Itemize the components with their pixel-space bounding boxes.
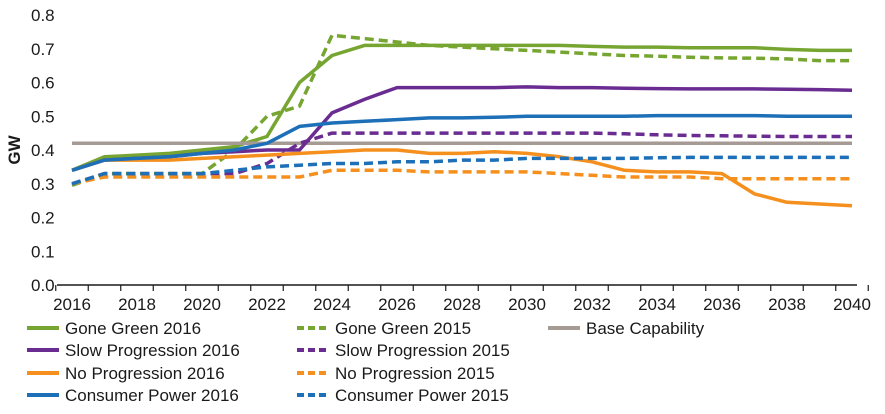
legend-label: Consumer Power 2015 xyxy=(335,386,509,405)
y-axis-title: GW xyxy=(5,134,24,164)
legend-item-consumer-power-2016: Consumer Power 2016 xyxy=(27,386,239,405)
x-tick-label: 2034 xyxy=(638,295,676,314)
legend-item-gone-green-2016: Gone Green 2016 xyxy=(27,319,201,338)
legend-label: Slow Progression 2015 xyxy=(335,341,510,360)
series-line-no-progression-2016 xyxy=(71,148,853,208)
legend-item-slow-progression-2016: Slow Progression 2016 xyxy=(27,341,240,360)
x-tick-label: 2028 xyxy=(443,295,481,314)
y-axis: 0.0 0.1 0.2 0.3 0.4 0.5 0.6 0.7 0.8 xyxy=(31,6,55,295)
x-tick-label: 2036 xyxy=(703,295,741,314)
x-tick-label: 2026 xyxy=(378,295,416,314)
x-tick-label: 2040 xyxy=(833,295,871,314)
y-tick-label: 0.0 xyxy=(31,276,55,295)
legend-label: Consumer Power 2016 xyxy=(65,386,239,405)
series-line-consumer-power-2015 xyxy=(71,155,852,186)
x-tick-label: 2024 xyxy=(313,295,351,314)
legend-label: Slow Progression 2016 xyxy=(65,341,240,360)
legend-item-consumer-power-2015: Consumer Power 2015 xyxy=(297,386,509,405)
legend-label: Base Capability xyxy=(586,319,705,338)
y-tick-label: 0.4 xyxy=(31,141,55,160)
y-tick-label: 0.8 xyxy=(31,6,55,25)
legend-item-base-capability: Base Capability xyxy=(548,319,705,338)
legend: Gone Green 2016 Gone Green 2015 Base Capab… xyxy=(27,319,705,405)
y-tick-label: 0.5 xyxy=(31,107,55,126)
legend-label: No Progression 2015 xyxy=(335,364,495,383)
y-tick-label: 0.6 xyxy=(31,74,55,93)
legend-label: No Progression 2016 xyxy=(65,364,225,383)
y-tick-label: 0.3 xyxy=(31,175,55,194)
y-tick-label: 0.1 xyxy=(31,242,55,261)
x-tick-label: 2016 xyxy=(53,295,91,314)
legend-label: Gone Green 2016 xyxy=(65,319,201,338)
series-line-gone-green-2015 xyxy=(71,33,852,188)
x-tick-label: 2022 xyxy=(248,295,286,314)
x-tick-label: 2018 xyxy=(118,295,156,314)
series-line-consumer-power-2016 xyxy=(71,113,852,172)
x-tick-label: 2038 xyxy=(768,295,806,314)
x-tick-label: 2030 xyxy=(508,295,546,314)
series-lines xyxy=(71,33,853,208)
x-tick-label: 2032 xyxy=(573,295,611,314)
series-line-gone-green-2016 xyxy=(71,43,852,172)
y-tick-label: 0.7 xyxy=(31,40,55,59)
y-tick-label: 0.2 xyxy=(31,209,55,228)
x-tick-label: 2020 xyxy=(183,295,221,314)
legend-item-slow-progression-2015: Slow Progression 2015 xyxy=(297,341,510,360)
legend-item-no-progression-2016: No Progression 2016 xyxy=(27,364,225,383)
legend-item-no-progression-2015: No Progression 2015 xyxy=(297,364,495,383)
series-line-no-progression-2015 xyxy=(71,168,852,186)
legend-label: Gone Green 2015 xyxy=(335,319,471,338)
x-axis: 2016 2018 2020 2022 2024 2026 2028 2030 2032 2034… xyxy=(53,284,871,314)
legend-item-gone-green-2015: Gone Green 2015 xyxy=(297,319,471,338)
